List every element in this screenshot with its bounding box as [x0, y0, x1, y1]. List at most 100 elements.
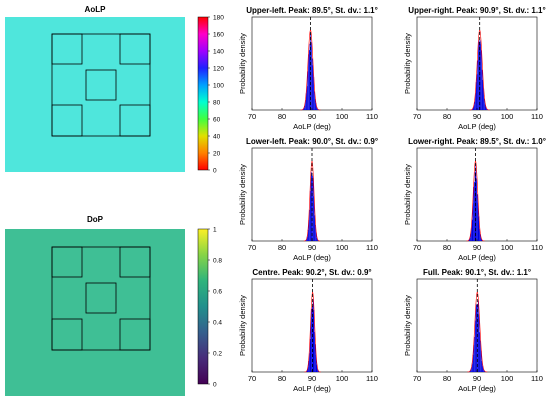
x-tick-label: 70	[248, 243, 256, 252]
histogram-bar	[476, 178, 477, 241]
histogram-bar	[471, 227, 472, 241]
histogram-bar	[481, 50, 482, 110]
histogram-bar	[306, 236, 308, 241]
histogram-bar	[312, 298, 314, 372]
dop-map-panel: DoP 1 0.8 0.6 0.4 0.2 0	[5, 215, 222, 396]
histogram-bar	[315, 354, 317, 372]
histogram-title: Lower-right. Peak: 89.5°, St. dv.: 1.0°	[408, 137, 546, 146]
aolp-roi-centre	[85, 69, 117, 101]
histogram-bar	[468, 239, 470, 241]
histogram-bar	[317, 239, 319, 241]
colorbar-tick-label: 0.8	[213, 258, 222, 265]
x-tick-label: 90	[473, 374, 481, 383]
colorbar-tick-label: 80	[213, 100, 221, 107]
histogram-bar	[471, 367, 472, 372]
aolp-map-title: AoLP	[85, 5, 107, 14]
colorbar-tick-label: 0.4	[213, 320, 222, 327]
aolp-roi-upper-left	[51, 33, 83, 65]
y-axis-label: Probability density	[238, 164, 247, 225]
histogram-bar	[476, 74, 478, 110]
histogram-bar	[475, 93, 476, 110]
histogram-bar	[313, 309, 315, 372]
histogram-bar	[484, 98, 485, 110]
colorbar-tick-label: 1	[213, 227, 217, 234]
histogram-bar	[303, 107, 305, 110]
histogram-bar	[471, 363, 473, 372]
x-tick-label: 100	[501, 374, 514, 383]
histogram-bar	[309, 190, 311, 241]
histogram-title: Full. Peak: 90.1°, St. dv.: 1.1°	[423, 268, 531, 277]
histogram-bar	[469, 371, 471, 372]
histogram-bar	[480, 350, 482, 372]
histogram-panel: Full. Peak: 90.1°, St. dv.: 1.1° 70 80 90 10…	[403, 268, 543, 393]
x-tick-label: 80	[278, 112, 286, 121]
colorbar-tick-label: 140	[213, 49, 224, 56]
histogram-bars	[305, 171, 319, 241]
histogram-bar	[472, 107, 474, 110]
histogram-panel: Upper-right. Peak: 90.9°, St. dv.: 1.1° 7…	[403, 6, 546, 131]
histogram-bar	[473, 344, 475, 372]
histogram-bar	[311, 58, 313, 110]
x-tick-label: 80	[278, 243, 286, 252]
x-tick-label: 100	[501, 112, 514, 121]
histogram-bar	[479, 228, 480, 241]
histogram-bar	[478, 216, 480, 241]
histogram-bar	[308, 54, 309, 110]
histogram-bar	[308, 219, 310, 241]
x-tick-label: 100	[336, 112, 349, 121]
histogram-bar	[305, 100, 306, 110]
histogram-bar	[475, 163, 477, 241]
histogram-title: Upper-right. Peak: 90.9°, St. dv.: 1.1°	[408, 6, 545, 15]
histogram-bar	[315, 344, 316, 372]
histogram-bar	[477, 194, 478, 241]
x-tick-label: 70	[413, 112, 421, 121]
histogram-fit-curve	[303, 160, 321, 242]
histogram-bar	[305, 93, 307, 110]
y-axis-label: Probability density	[238, 33, 247, 94]
histogram-bar	[309, 338, 311, 372]
dop-roi-upper-right	[119, 246, 151, 278]
aolp-map-image	[5, 17, 185, 172]
histogram-bar	[473, 105, 475, 110]
x-tick-label: 90	[308, 112, 316, 121]
aolp-roi-lower-right	[119, 104, 151, 137]
histogram-bar	[308, 360, 309, 372]
histogram-bar	[316, 364, 318, 372]
aolp-map-panel: AoLP 180 160 140 120 100 80 60 40 20 0	[5, 5, 224, 175]
colorbar-tick-label: 0.6	[213, 289, 222, 296]
dop-map-image	[5, 229, 185, 396]
histogram-bar	[315, 232, 317, 241]
x-tick-label: 110	[531, 374, 543, 383]
histogram-panels: Upper-left. Peak: 89.5°, St. dv.: 1.1° 70…	[238, 6, 546, 393]
dop-colorbar	[197, 228, 209, 385]
histogram-bar	[312, 175, 313, 241]
histogram-bar	[478, 40, 480, 110]
histogram-panel: Lower-left. Peak: 90.0°, St. dv.: 0.9° 70…	[238, 137, 378, 262]
histogram-panel: Lower-right. Peak: 89.5°, St. dv.: 1.0° 7…	[403, 137, 546, 262]
aolp-roi-full-box	[51, 33, 151, 137]
histogram-bar	[317, 368, 318, 372]
x-tick-label: 80	[443, 112, 451, 121]
histogram-bar	[470, 233, 471, 241]
histogram-bar	[316, 237, 318, 241]
histogram-bar	[486, 108, 488, 110]
histogram-bars	[469, 300, 486, 372]
histogram-bar	[482, 366, 484, 372]
histogram-bar	[480, 40, 482, 110]
x-tick-label: 110	[366, 374, 378, 383]
histogram-bar	[306, 239, 307, 241]
histogram-bar	[473, 186, 474, 241]
histogram-bar	[481, 361, 483, 372]
dop-roi-upper-left	[51, 246, 83, 278]
dop-colorbar-ticks: 1 0.8 0.6 0.4 0.2 0	[208, 227, 222, 389]
histogram-bar	[310, 317, 312, 372]
histogram-bar	[474, 101, 476, 110]
x-tick-label: 70	[413, 374, 421, 383]
histogram-bar	[316, 106, 318, 110]
histogram-bar	[472, 354, 474, 372]
histogram-bar	[477, 202, 479, 241]
dop-roi-lower-right	[119, 318, 151, 351]
histogram-bar	[311, 172, 313, 241]
dop-roi-full-box	[51, 246, 151, 351]
